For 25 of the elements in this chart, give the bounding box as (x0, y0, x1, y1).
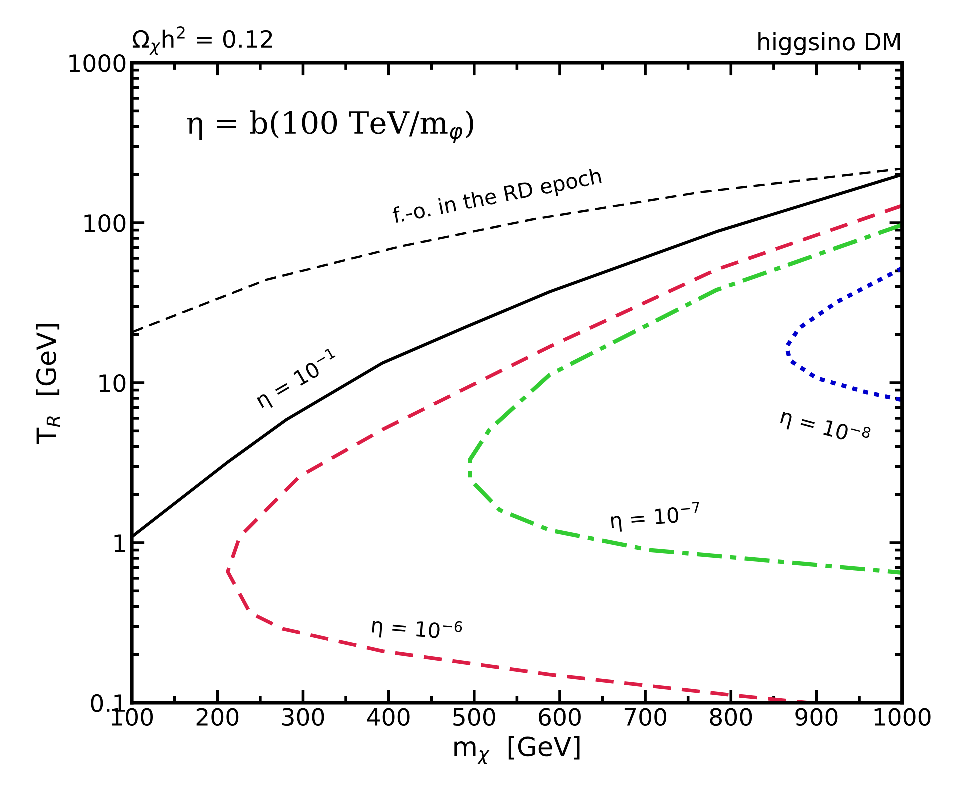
text: higgsino DM (758, 32, 900, 56)
x-tick-label: 300 (282, 708, 324, 726)
annotation: η = 10$^{−1}$ (253, 348, 342, 412)
annotation: η = 10$^{−7}$ (610, 502, 702, 533)
y-tick-label: 1000 (70, 54, 126, 72)
annotation: f.-o. in the RD epoch (392, 168, 603, 228)
x-tick-label: 900 (796, 708, 838, 726)
x-tick-label: 600 (539, 708, 581, 726)
x-tick-label: 400 (367, 708, 410, 726)
y-axis-title: T$_{R}$ [GeV] (36, 324, 60, 444)
x-tick-label: 500 (454, 708, 496, 726)
annotation: η = b(100 TeV/m$_{φ}$) (187, 110, 474, 144)
x-axis-title: m$_{χ}$ [GeV] (454, 736, 580, 764)
y-tick-label: 100 (84, 214, 126, 232)
y-tick-label: 10 (100, 374, 126, 392)
x-tick-label: 800 (710, 708, 752, 726)
line-series (784, 266, 902, 402)
text: Ω$_{χ}$h$^{2}$ = 0.12 (132, 26, 272, 56)
x-tick-label: 200 (196, 708, 239, 726)
annotation: η = 10$^{−8}$ (779, 405, 872, 450)
line-series (468, 223, 902, 575)
annotation: η = 10$^{−6}$ (372, 614, 463, 645)
y-tick-label: 1 (114, 534, 126, 552)
x-tick-label: 1000 (874, 708, 931, 726)
x-tick-label: 700 (624, 708, 667, 726)
